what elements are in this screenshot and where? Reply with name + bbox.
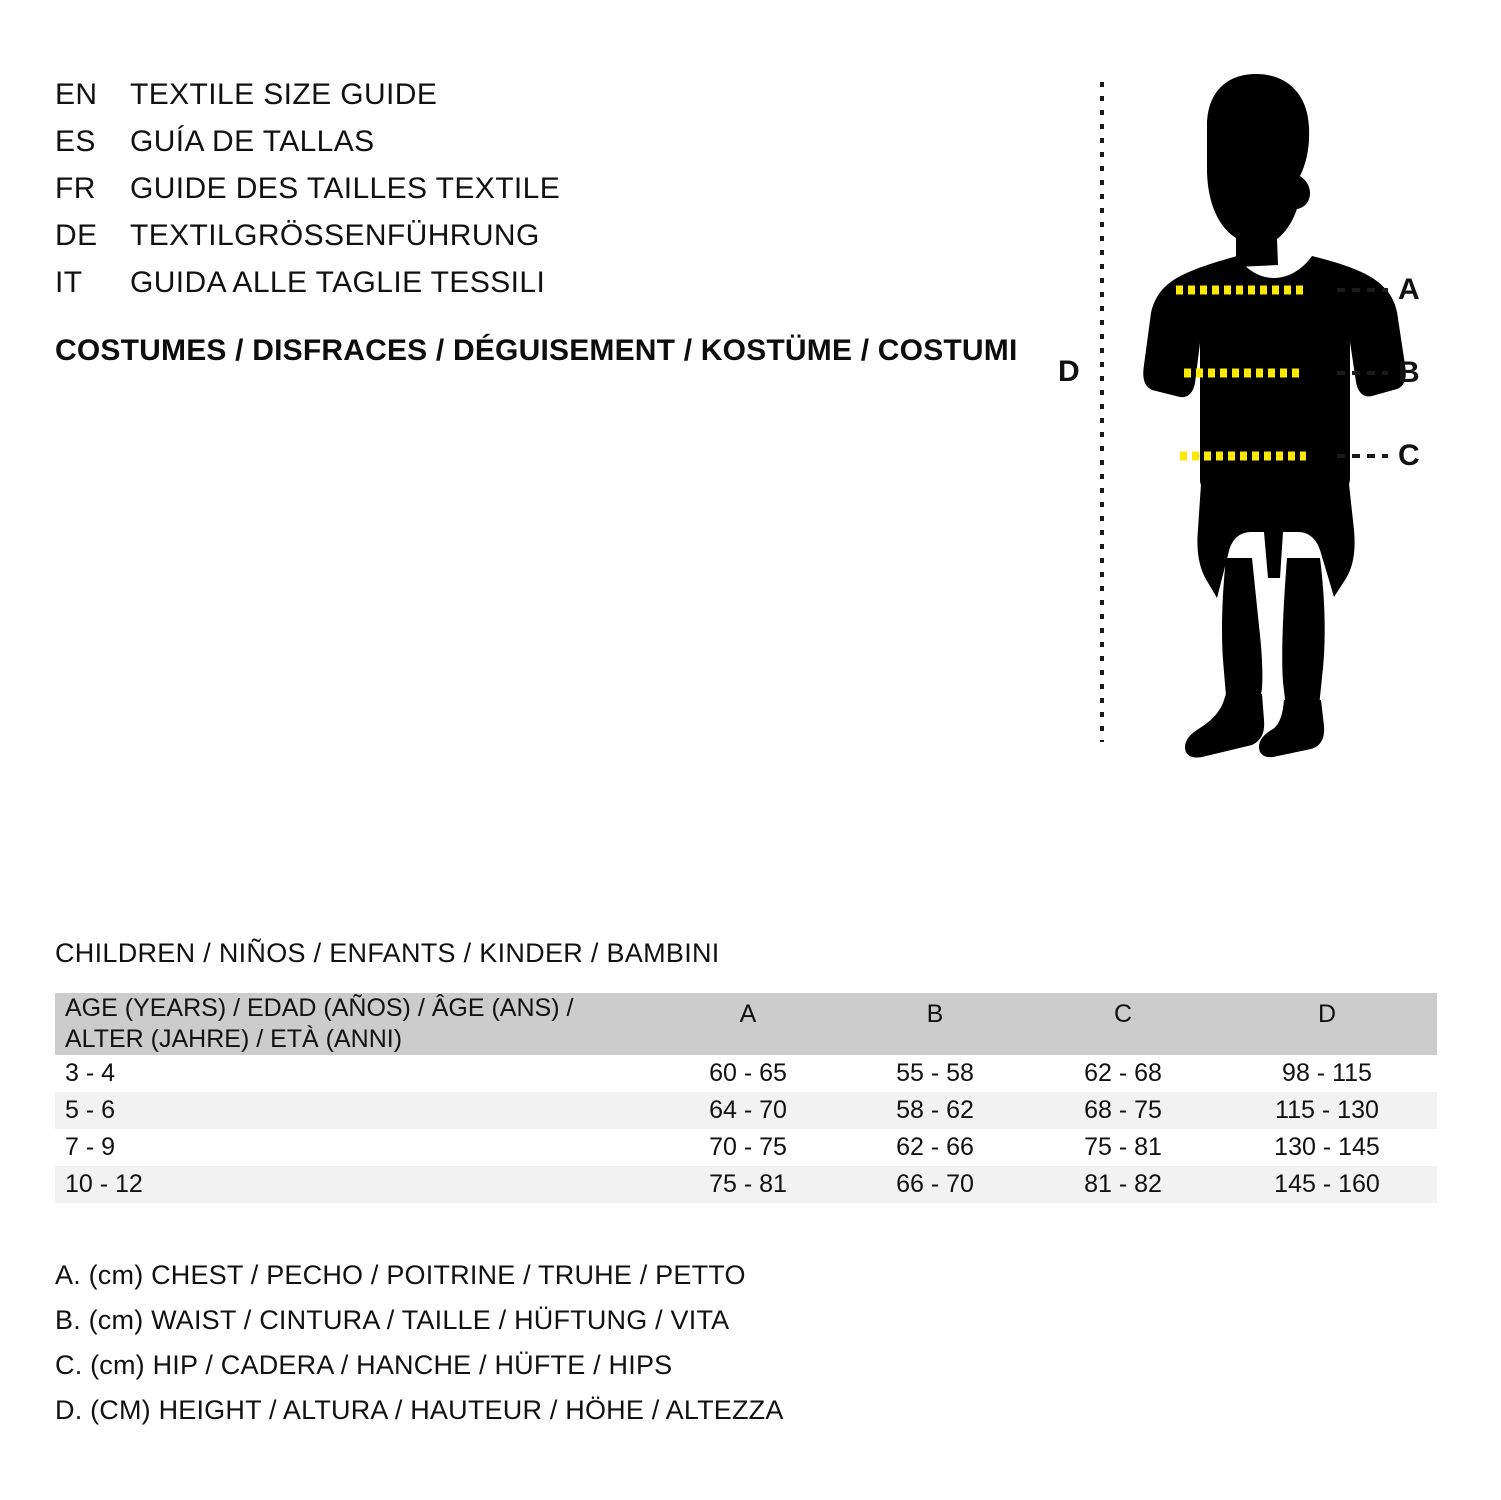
child-silhouette-icon xyxy=(1143,74,1406,758)
cell-hip: 68 - 75 xyxy=(1084,1096,1162,1124)
column-header-c: C xyxy=(1113,1000,1133,1028)
cell-waist: 55 - 58 xyxy=(896,1059,974,1087)
table-row: 3 - 4 60 - 65 55 - 58 62 - 68 98 - 115 xyxy=(55,1055,1437,1092)
language-text-de: TEXTILGRÖSSENFÜHRUNG xyxy=(130,219,540,252)
cell-waist: 66 - 70 xyxy=(896,1170,974,1198)
child-figure-diagram xyxy=(1040,60,1480,760)
cell-hip: 81 - 82 xyxy=(1084,1170,1162,1198)
table-row: 10 - 12 75 - 81 66 - 70 81 - 82 145 - 16… xyxy=(55,1166,1437,1203)
language-row-es: ES GUÍA DE TALLAS xyxy=(55,125,1015,172)
size-table-body: 3 - 4 60 - 65 55 - 58 62 - 68 98 - 115 5… xyxy=(55,1055,1437,1203)
cell-height: 145 - 160 xyxy=(1274,1170,1380,1198)
column-header-d: D xyxy=(1317,1000,1337,1028)
cell-age: 10 - 12 xyxy=(65,1170,143,1198)
cell-chest: 70 - 75 xyxy=(709,1133,787,1161)
legend-item-c: C. (cm) HIP / CADERA / HANCHE / HÜFTE / … xyxy=(55,1350,673,1380)
legend-item-b: B. (cm) WAIST / CINTURA / TAILLE / HÜFTU… xyxy=(55,1305,730,1335)
cell-waist: 62 - 66 xyxy=(896,1133,974,1161)
language-row-de: DE TEXTILGRÖSSENFÜHRUNG xyxy=(55,219,1015,266)
category-title: COSTUMES / DISFRACES / DÉGUISEMENT / KOS… xyxy=(55,334,1018,367)
column-header-b: B xyxy=(926,1000,944,1028)
cell-chest: 60 - 65 xyxy=(709,1059,787,1087)
dimension-label-b: B xyxy=(1398,356,1420,389)
cell-hip: 62 - 68 xyxy=(1084,1059,1162,1087)
language-row-en: EN TEXTILE SIZE GUIDE xyxy=(55,78,1015,125)
table-header-row: AGE (YEARS) / EDAD (AÑOS) / ÂGE (ANS) / … xyxy=(55,993,1437,1055)
language-code-de: DE xyxy=(55,219,98,252)
cell-age: 7 - 9 xyxy=(65,1133,116,1161)
cell-height: 130 - 145 xyxy=(1274,1133,1380,1161)
table-row: 7 - 9 70 - 75 62 - 66 75 - 81 130 - 145 xyxy=(55,1129,1437,1166)
language-row-it: IT GUIDA ALLE TAGLIE TESSILI xyxy=(55,266,1015,313)
section-title-children: CHILDREN / NIÑOS / ENFANTS / KINDER / BA… xyxy=(55,938,720,968)
size-table: AGE (YEARS) / EDAD (AÑOS) / ÂGE (ANS) / … xyxy=(55,993,1437,1203)
column-header-a: A xyxy=(739,1000,757,1028)
dimension-label-a: A xyxy=(1398,273,1420,306)
dimension-label-c: C xyxy=(1398,439,1420,472)
cell-height: 115 - 130 xyxy=(1275,1096,1379,1124)
cell-chest: 64 - 70 xyxy=(709,1096,787,1124)
language-text-en: TEXTILE SIZE GUIDE xyxy=(130,78,438,111)
legend-item-a: A. (cm) CHEST / PECHO / POITRINE / TRUHE… xyxy=(55,1260,746,1290)
cell-hip: 75 - 81 xyxy=(1084,1133,1162,1161)
dimension-label-d: D xyxy=(1058,355,1080,388)
language-code-es: ES xyxy=(55,125,96,158)
language-text-fr: GUIDE DES TAILLES TEXTILE xyxy=(130,172,561,205)
language-text-it: GUIDA ALLE TAGLIE TESSILI xyxy=(130,266,546,299)
language-code-en: EN xyxy=(55,78,98,111)
language-code-fr: FR xyxy=(55,172,96,205)
cell-height: 98 - 115 xyxy=(1282,1059,1372,1087)
cell-waist: 58 - 62 xyxy=(896,1096,974,1124)
language-text-es: GUÍA DE TALLAS xyxy=(130,125,375,158)
cell-chest: 75 - 81 xyxy=(709,1170,787,1198)
column-header-age: AGE (YEARS) / EDAD (AÑOS) / ÂGE (ANS) / … xyxy=(65,994,574,1053)
language-row-fr: FR GUIDE DES TAILLES TEXTILE xyxy=(55,172,1015,219)
language-code-it: IT xyxy=(55,266,83,299)
cell-age: 5 - 6 xyxy=(65,1096,116,1124)
table-row: 5 - 6 64 - 70 58 - 62 68 - 75 115 - 130 xyxy=(55,1092,1437,1129)
size-table-head: AGE (YEARS) / EDAD (AÑOS) / ÂGE (ANS) / … xyxy=(55,993,1437,1055)
cell-age: 3 - 4 xyxy=(65,1059,116,1087)
language-list: EN TEXTILE SIZE GUIDE ES GUÍA DE TALLAS … xyxy=(55,78,1015,313)
measurement-legend: A. (cm) CHEST / PECHO / POITRINE / TRUHE… xyxy=(55,1253,955,1433)
legend-item-d: D. (CM) HEIGHT / ALTURA / HAUTEUR / HÖHE… xyxy=(55,1395,784,1425)
